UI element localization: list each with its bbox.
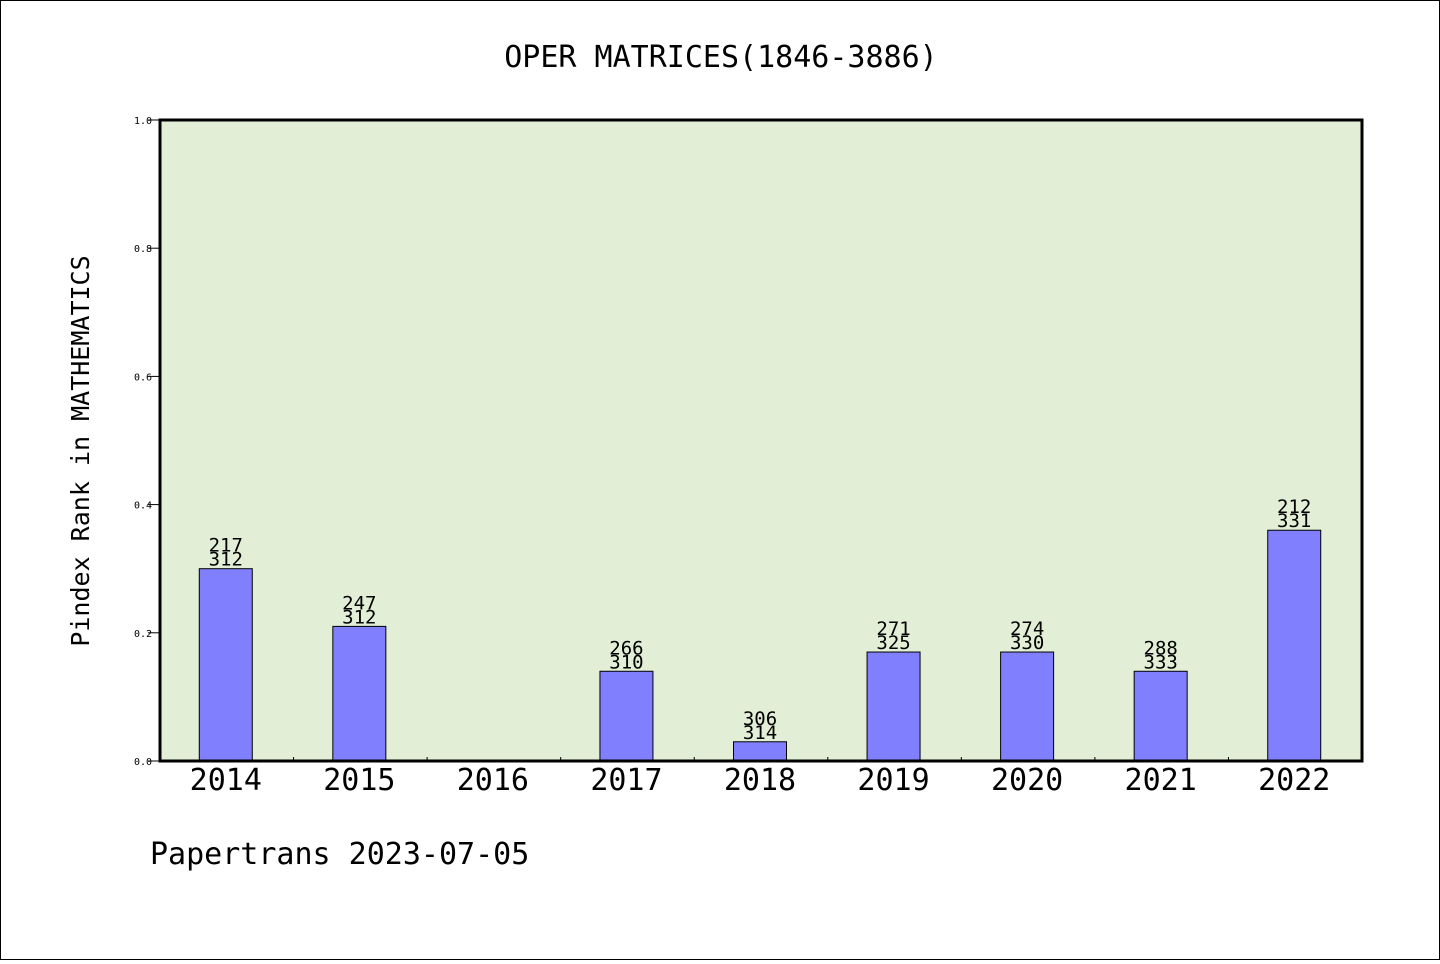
bar [866, 651, 921, 762]
bar-label-bottom: 333 [1144, 651, 1178, 673]
x-tick-label: 2020 [991, 763, 1063, 798]
y-tick-label: 0.8 [134, 244, 152, 255]
x-tick-label: 2016 [457, 763, 529, 798]
bar-label-top: 288 [1144, 637, 1178, 659]
bar-label-top: 306 [743, 708, 777, 730]
bar [332, 625, 387, 762]
y-tick-label: 0.4 [134, 501, 152, 512]
bar-label-bottom: 330 [1010, 632, 1044, 654]
y-axis-label: Pindex Rank in MATHEMATICS [66, 255, 95, 646]
bar-label-bottom: 312 [209, 549, 243, 571]
y-ticks-group: 0.0 0.2 0.4 0.6 0.8 1.0 [134, 116, 160, 768]
x-tick-label: 2017 [590, 763, 662, 798]
x-tick-label: 2018 [724, 763, 796, 798]
bar-label-top: 274 [1010, 618, 1044, 640]
x-tick-label: 2015 [323, 763, 395, 798]
bar-label-top: 266 [609, 637, 643, 659]
bar [198, 568, 253, 762]
bar-label-bottom: 312 [342, 606, 376, 628]
bar [1000, 651, 1055, 762]
chart-title: OPER MATRICES(1846-3886) [504, 40, 937, 75]
y-tick-label: 0.0 [134, 757, 152, 768]
x-ticks-group: 2014 2015 2016 2017 2018 2019 2020 2021 2022 [190, 757, 1330, 798]
bar-label-top: 212 [1277, 496, 1311, 518]
y-tick-label: 1.0 [134, 116, 152, 127]
plot-border [158, 118, 1364, 763]
bar [733, 741, 787, 762]
bar-label-top: 271 [876, 618, 910, 640]
bar-label-bottom: 325 [876, 632, 910, 654]
x-tick-label: 2019 [857, 763, 929, 798]
bar [599, 670, 654, 762]
x-tick-label: 2014 [190, 763, 262, 798]
bar-label-bottom: 331 [1277, 510, 1311, 532]
bar-label-bottom: 310 [609, 651, 643, 673]
bar-label-bottom: 314 [743, 722, 777, 744]
x-tick-label: 2021 [1125, 763, 1197, 798]
footer-text: Papertrans 2023-07-05 [150, 837, 529, 872]
y-tick-label: 0.6 [134, 372, 152, 383]
x-tick-label: 2022 [1258, 763, 1330, 798]
bar [1133, 670, 1188, 762]
y-tick-label: 0.2 [134, 629, 152, 640]
bar-label-top: 217 [209, 535, 243, 557]
bar-label-top: 247 [342, 592, 376, 614]
bar [1267, 529, 1322, 762]
